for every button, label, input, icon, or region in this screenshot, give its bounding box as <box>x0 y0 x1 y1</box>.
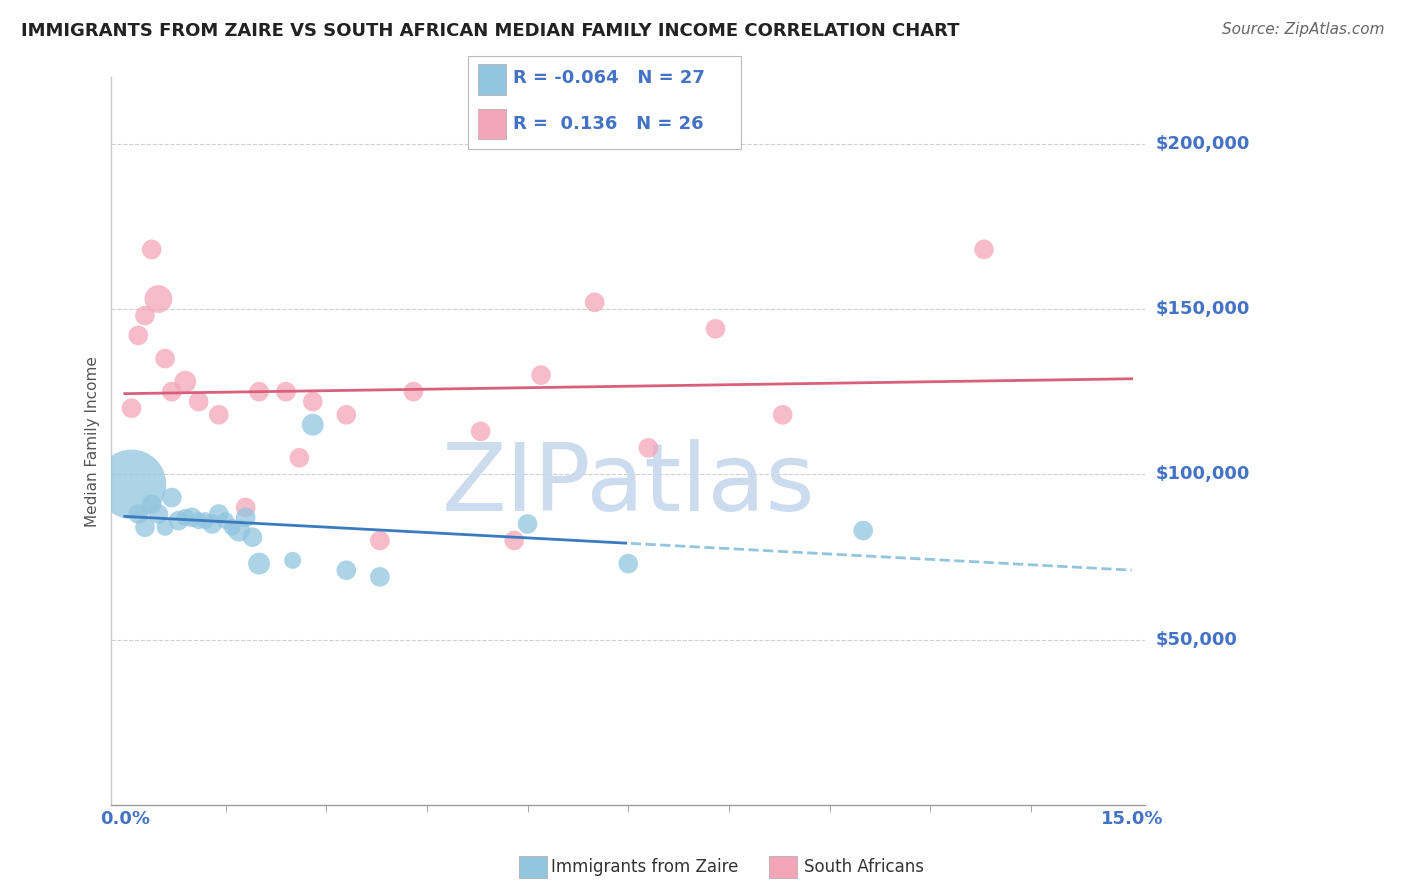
Point <box>637 441 659 455</box>
Point <box>247 557 270 571</box>
Point <box>121 401 143 416</box>
Point <box>235 500 257 515</box>
Text: Source: ZipAtlas.com: Source: ZipAtlas.com <box>1222 22 1385 37</box>
Point <box>167 514 190 528</box>
Point <box>228 524 250 538</box>
Point <box>402 384 425 399</box>
Point <box>141 497 163 511</box>
Point <box>153 520 176 534</box>
Point <box>530 368 553 383</box>
Point <box>127 328 149 343</box>
Point <box>121 477 143 491</box>
Point <box>274 384 297 399</box>
Point <box>368 533 391 548</box>
Point <box>174 375 197 389</box>
Text: $50,000: $50,000 <box>1156 631 1237 648</box>
Text: R =  0.136   N = 26: R = 0.136 N = 26 <box>513 115 704 133</box>
Point <box>301 417 323 432</box>
Point <box>516 516 538 531</box>
Text: IMMIGRANTS FROM ZAIRE VS SOUTH AFRICAN MEDIAN FAMILY INCOME CORRELATION CHART: IMMIGRANTS FROM ZAIRE VS SOUTH AFRICAN M… <box>21 22 959 40</box>
Point <box>470 425 492 439</box>
Point <box>148 507 170 521</box>
Point <box>187 514 209 528</box>
Point <box>148 292 170 306</box>
Point <box>288 450 311 465</box>
Point <box>160 384 183 399</box>
Point <box>852 524 875 538</box>
Point <box>141 243 163 257</box>
Point <box>127 507 149 521</box>
Point <box>335 408 357 422</box>
Point <box>134 520 156 534</box>
Point <box>174 510 197 524</box>
Y-axis label: Median Family Income: Median Family Income <box>86 356 100 526</box>
Point <box>335 563 357 577</box>
Point <box>247 384 270 399</box>
Point <box>281 553 304 567</box>
Point <box>208 507 231 521</box>
Point <box>301 394 323 409</box>
Text: R = -0.064   N = 27: R = -0.064 N = 27 <box>513 70 704 87</box>
Point <box>704 322 727 336</box>
Point <box>240 530 263 544</box>
Point <box>214 514 236 528</box>
Point <box>221 520 243 534</box>
Point <box>201 516 224 531</box>
Point <box>181 510 204 524</box>
Text: $100,000: $100,000 <box>1156 466 1250 483</box>
Text: South Africans: South Africans <box>804 858 924 876</box>
Point <box>235 510 257 524</box>
Text: ZIPatlas: ZIPatlas <box>441 439 815 531</box>
Point <box>187 394 209 409</box>
Point <box>368 570 391 584</box>
Text: $150,000: $150,000 <box>1156 300 1250 318</box>
Point <box>973 243 995 257</box>
Text: Immigrants from Zaire: Immigrants from Zaire <box>551 858 738 876</box>
Point <box>617 557 640 571</box>
Point <box>772 408 794 422</box>
Text: $200,000: $200,000 <box>1156 135 1250 153</box>
Point <box>194 514 217 528</box>
Point <box>208 408 231 422</box>
Point <box>134 309 156 323</box>
Point <box>503 533 526 548</box>
Point <box>583 295 606 310</box>
Point <box>160 491 183 505</box>
Point <box>153 351 176 366</box>
